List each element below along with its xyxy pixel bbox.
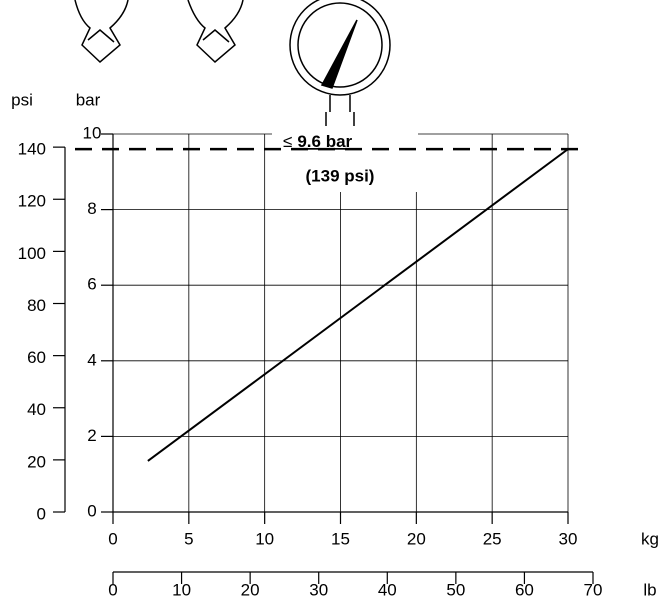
data-line (148, 149, 568, 461)
y2-tick-label: 140 (18, 140, 46, 159)
gauge-rim (290, 0, 390, 95)
valve-left-detail (88, 30, 114, 42)
x-tick-label: 30 (559, 529, 578, 548)
x-tick-label: 25 (483, 529, 502, 548)
y2-tick-label: 40 (27, 400, 46, 419)
y2-axis-label: psi (11, 90, 33, 109)
y-tick-label: 0 (87, 501, 96, 520)
y2-tick-label: 80 (27, 296, 46, 315)
gauge-stem (326, 95, 354, 126)
y-tick-label: 2 (87, 426, 96, 445)
x-tick-label: 10 (255, 529, 274, 548)
y-tick-label: 10 (83, 123, 102, 142)
x2-tick-label: 40 (378, 580, 397, 599)
x2-tick-label: 0 (108, 580, 117, 599)
y2-tick-label: 0 (37, 504, 46, 523)
x2-tick-label: 10 (172, 580, 191, 599)
y2-tick-label: 100 (18, 244, 46, 263)
x-tick-label: 15 (331, 529, 350, 548)
valve-illustrations (75, 0, 243, 62)
x2-tick-label: 30 (309, 580, 328, 599)
chart: 0246810020406080100120140051015202530010… (0, 0, 664, 600)
x2-tick-label: 50 (446, 580, 465, 599)
x-tick-label: 5 (184, 529, 193, 548)
gauge-illustration (290, 0, 390, 126)
x2-tick-label: 60 (515, 580, 534, 599)
x2-tick-label: 70 (584, 580, 603, 599)
y2-tick-label: 60 (27, 348, 46, 367)
x-tick-label: 20 (407, 529, 426, 548)
y-tick-label: 8 (87, 199, 96, 218)
annotation: (139 psi) (306, 166, 375, 185)
x-axis-label: kg (641, 529, 659, 548)
annotation-value: 9.6 bar (297, 132, 352, 151)
y-tick-label: 6 (87, 275, 96, 294)
page: {"chart_data": {"type": "line", "y_label… (0, 0, 664, 605)
x2-axis-label: lb (643, 580, 656, 599)
x-tick-label: 0 (108, 529, 117, 548)
x2-tick-label: 20 (241, 580, 260, 599)
y2-tick-label: 20 (27, 452, 46, 471)
valve-right-detail (203, 30, 229, 42)
y2-tick-label: 120 (18, 192, 46, 211)
y-tick-label: 4 (87, 350, 96, 369)
annotation-symbol: ≤ (283, 132, 292, 151)
y-axis-label: bar (76, 90, 101, 109)
